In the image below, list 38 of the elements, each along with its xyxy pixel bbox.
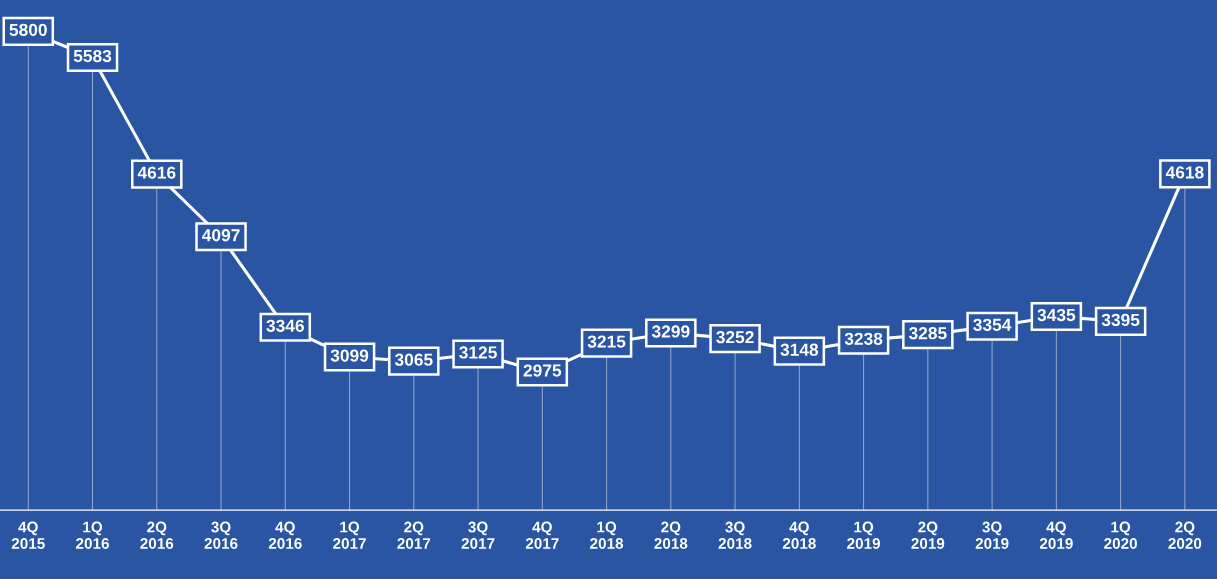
data-label: 3099 bbox=[330, 349, 369, 362]
x-tick-label: 4Q 2016 bbox=[268, 521, 302, 549]
x-tick-label: 1Q 2020 bbox=[1104, 521, 1137, 549]
data-label: 3435 bbox=[1037, 308, 1076, 322]
x-tick-label: 4Q 2019 bbox=[1039, 521, 1073, 549]
x-tick-label: 2Q 2017 bbox=[397, 521, 431, 549]
data-label: 4618 bbox=[1165, 166, 1204, 179]
x-tick-label: 3Q 2019 bbox=[975, 521, 1009, 549]
data-label: 3065 bbox=[394, 353, 433, 366]
x-tick-label: 4Q 2015 bbox=[11, 521, 45, 549]
data-label: 3346 bbox=[266, 319, 304, 332]
data-label: 3395 bbox=[1101, 313, 1140, 327]
x-tick-label: 3Q 2017 bbox=[461, 521, 495, 549]
data-label: 3148 bbox=[780, 343, 819, 356]
x-tick-label: 4Q 2017 bbox=[525, 521, 559, 549]
data-label: 2975 bbox=[523, 364, 562, 377]
x-tick-label: 1Q 2019 bbox=[847, 521, 881, 549]
x-tick-label: 1Q 2016 bbox=[76, 521, 109, 549]
x-tick-label: 3Q 2018 bbox=[718, 521, 752, 549]
data-label: 5800 bbox=[9, 23, 47, 37]
data-label: 3285 bbox=[908, 327, 947, 340]
x-tick-label: 2Q 2016 bbox=[140, 521, 174, 549]
data-label: 3299 bbox=[651, 325, 690, 338]
x-tick-label: 1Q 2018 bbox=[590, 521, 624, 549]
x-tick-label: 4Q 2018 bbox=[782, 521, 816, 549]
x-tick-label: 1Q 2017 bbox=[333, 521, 366, 549]
data-label: 3238 bbox=[844, 332, 883, 345]
x-tick-label: 3Q 2016 bbox=[204, 521, 238, 549]
data-label: 3125 bbox=[459, 346, 497, 359]
data-label: 5583 bbox=[73, 49, 112, 63]
x-tick-label: 2Q 2018 bbox=[654, 521, 688, 549]
data-label: 3252 bbox=[716, 330, 754, 344]
data-label: 4616 bbox=[137, 166, 176, 179]
data-label: 3354 bbox=[973, 318, 1012, 331]
data-label: 3215 bbox=[587, 335, 626, 348]
x-tick-label: 2Q 2019 bbox=[911, 521, 945, 549]
x-tick-label: 2Q 2020 bbox=[1168, 521, 1202, 549]
data-label: 4097 bbox=[201, 229, 240, 242]
